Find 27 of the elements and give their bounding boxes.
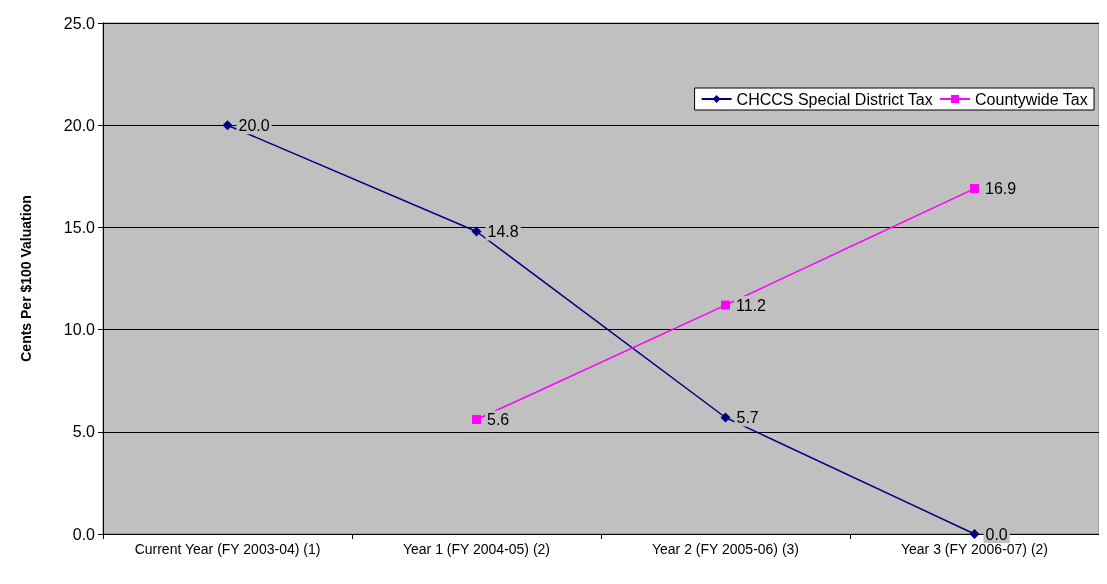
y-tick-label: 25.0 bbox=[63, 14, 96, 32]
y-axis-title: Cents Per $100 Valuation bbox=[18, 195, 34, 362]
y-tick-label: 15.0 bbox=[63, 218, 96, 236]
y-tick-label: 5.0 bbox=[72, 423, 96, 441]
data-label: 5.6 bbox=[487, 411, 510, 429]
data-label: 11.2 bbox=[736, 296, 767, 314]
point bbox=[720, 412, 731, 423]
point bbox=[969, 529, 980, 539]
legend-label: Countywide Tax bbox=[975, 90, 1088, 108]
data-label: 5.7 bbox=[736, 408, 759, 426]
point bbox=[721, 300, 730, 310]
x-tick-label: Year 3 (FY 2006-07) (2) bbox=[900, 541, 1049, 557]
x-tick-label: Year 1 (FY 2004-05) (2) bbox=[402, 541, 551, 557]
y-tick-label: 20.0 bbox=[63, 116, 96, 134]
x-tick-label: Year 2 (FY 2005-06) (3) bbox=[651, 541, 800, 557]
y-tick-label: 0.0 bbox=[72, 525, 96, 543]
point bbox=[222, 120, 233, 131]
data-label: 14.8 bbox=[487, 222, 519, 240]
data-label: 0.0 bbox=[985, 525, 1008, 543]
y-tick-label: 10.0 bbox=[63, 321, 96, 339]
point bbox=[472, 415, 481, 425]
data-label: 16.9 bbox=[985, 180, 1017, 198]
point bbox=[471, 226, 482, 237]
x-tick-label: Current Year (FY 2003-04) (1) bbox=[134, 541, 321, 557]
point bbox=[970, 184, 979, 194]
data-label: 20.0 bbox=[238, 116, 270, 134]
legend-label: CHCCS Special District Tax bbox=[736, 90, 933, 108]
